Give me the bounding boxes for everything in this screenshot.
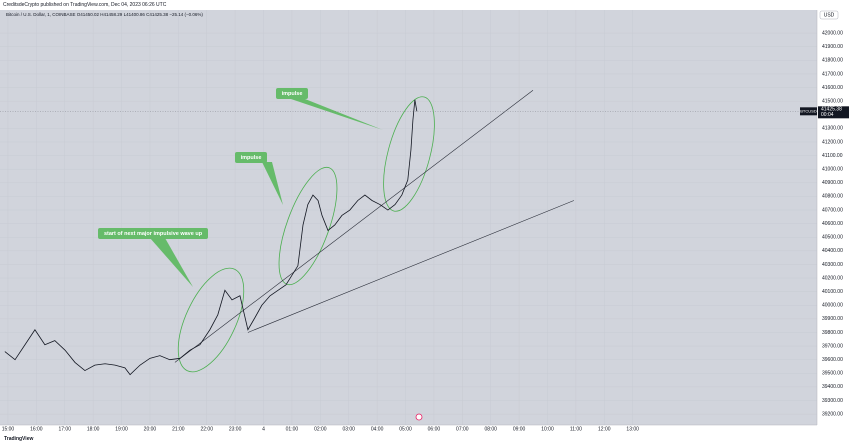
footer: [0, 433, 850, 444]
callout-pointer: [150, 238, 193, 287]
price-tag: [800, 107, 817, 116]
x-tick-label: 06:00: [428, 426, 441, 432]
price-tag-name: BTCUSD: [800, 108, 817, 113]
price-label-box: [818, 106, 849, 119]
y-tick-label: 41300.00: [822, 126, 843, 132]
x-tick-label: 12:00: [598, 426, 611, 432]
x-tick-label: 19:00: [115, 426, 128, 432]
y-tick-label: 39600.00: [822, 357, 843, 363]
y-tick-label: 42000.00: [822, 30, 843, 36]
y-tick-label: 41100.00: [822, 153, 843, 159]
x-tick-label: 09:00: [513, 426, 526, 432]
trend-line: [247, 200, 575, 333]
currency-box[interactable]: [819, 10, 839, 20]
y-tick-label: 40500.00: [822, 235, 843, 241]
x-tick-label: 10:00: [541, 426, 554, 432]
plot-area: [0, 10, 817, 425]
y-tick-label: 40100.00: [822, 289, 843, 295]
callout-text: impulse: [241, 155, 262, 161]
currency: USD: [824, 12, 835, 18]
countdown: 00:04: [821, 112, 834, 118]
event-icon[interactable]: [415, 413, 423, 421]
y-tick-label: 41900.00: [822, 44, 843, 50]
y-tick-label: 41500.00: [822, 98, 843, 104]
x-tick-label: 23:00: [229, 426, 242, 432]
callout-text: impulse: [282, 91, 303, 97]
y-tick-label: 39700.00: [822, 343, 843, 349]
y-tick-label: 41800.00: [822, 58, 843, 64]
y-tick-label: 40300.00: [822, 262, 843, 268]
x-tick-label: 21:00: [172, 426, 185, 432]
y-tick-label: 39800.00: [822, 330, 843, 336]
y-tick-label: 39500.00: [822, 371, 843, 377]
y-tick-label: 40200.00: [822, 275, 843, 281]
y-tick-label: 39900.00: [822, 316, 843, 322]
price-line: [4, 99, 418, 376]
callout-pointer: [285, 97, 383, 130]
callout-text: start of next major impulsive wave up: [104, 231, 203, 237]
y-tick-label: 41700.00: [822, 71, 843, 77]
x-tick-label: 05:00: [399, 426, 412, 432]
legend-text: Bitcoin / U.S. Dollar, 1, COINBASE O4145…: [6, 12, 203, 17]
x-tick-label: 20:00: [144, 426, 157, 432]
y-tick-label: 41200.00: [822, 139, 843, 145]
x-tick-label: 07:00: [456, 426, 469, 432]
y-tick-label: 39400.00: [822, 384, 843, 390]
trend-line: [174, 90, 534, 363]
x-tick-label: 02:00: [314, 426, 327, 432]
y-tick-label: 41000.00: [822, 167, 843, 173]
y-tick-label: 40600.00: [822, 221, 843, 227]
y-tick-label: 40800.00: [822, 194, 843, 200]
x-tick-label: 13:00: [626, 426, 639, 432]
x-tick-label: 17:00: [58, 426, 71, 432]
highlight-ellipse: [177, 267, 245, 373]
callout-box: [276, 88, 308, 99]
x-tick-label: 04:00: [371, 426, 384, 432]
y-tick-label: 40000.00: [822, 303, 843, 309]
header: CreditsdeCrypto published on TradingView…: [3, 2, 167, 8]
x-tick-label: 18:00: [87, 426, 100, 432]
x-tick-label: 01:00: [286, 426, 299, 432]
y-tick-label: 40700.00: [822, 207, 843, 213]
x-tick-label: 11:00: [570, 426, 582, 432]
x-tick-label: 08:00: [484, 426, 497, 432]
callout-box: [98, 228, 208, 239]
x-tick-label: 16:00: [30, 426, 43, 432]
callout-box: [235, 152, 267, 163]
x-tick-label: 15:00: [2, 426, 15, 432]
y-tick-label: 40400.00: [822, 248, 843, 254]
x-tick-label: 03:00: [342, 426, 355, 432]
y-tick-label: 40900.00: [822, 180, 843, 186]
y-tick-label: 39300.00: [822, 398, 843, 404]
y-tick-label: 41600.00: [822, 85, 843, 91]
price-label: 41425.38: [821, 107, 842, 113]
callout-pointer: [262, 162, 283, 205]
x-tick-label: 22:00: [200, 426, 213, 432]
y-tick-label: 39200.00: [822, 411, 843, 417]
x-tick-label: 4: [262, 426, 265, 432]
watermark: TradingView: [4, 436, 33, 442]
highlight-ellipse: [383, 96, 435, 212]
